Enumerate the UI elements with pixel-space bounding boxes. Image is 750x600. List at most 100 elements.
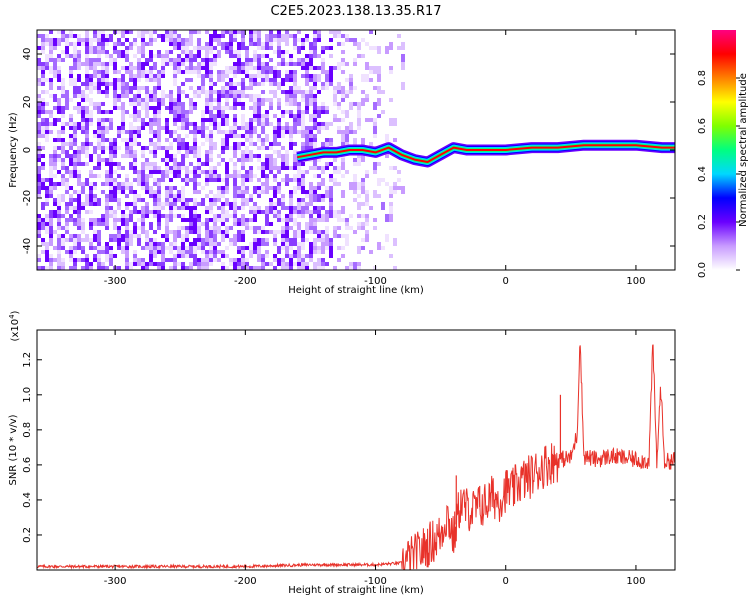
spectrogram-cell bbox=[293, 46, 297, 50]
spectrogram-cell bbox=[333, 170, 337, 174]
spectrogram-cell bbox=[297, 58, 301, 62]
spectrogram-cell bbox=[349, 38, 353, 42]
spectrogram-cell bbox=[313, 266, 317, 270]
spectrogram-cell bbox=[181, 242, 185, 250]
spectrogram-cell bbox=[57, 146, 61, 150]
spectrogram-cell bbox=[177, 150, 181, 154]
spectrogram-cell bbox=[37, 134, 41, 138]
spectrogram-cell bbox=[209, 154, 213, 158]
spectrogram-cell bbox=[297, 214, 301, 218]
snr-frame bbox=[36, 329, 676, 571]
spectrogram-cell bbox=[41, 206, 45, 210]
spectrogram-cell bbox=[45, 54, 49, 62]
spectrogram-cell bbox=[169, 266, 173, 270]
spectrogram-cell bbox=[333, 266, 337, 270]
spectrogram-cell bbox=[305, 110, 309, 114]
spectrogram-cell bbox=[145, 110, 149, 114]
spectrogram-cell bbox=[49, 238, 53, 242]
spectrogram-cell bbox=[221, 94, 225, 98]
spectrogram-cell bbox=[133, 106, 137, 110]
spectrogram-cell bbox=[333, 166, 337, 170]
colorbar-tick-label: 0.4 bbox=[697, 166, 708, 182]
spectrogram-cell bbox=[69, 266, 73, 270]
spectrogram-cell bbox=[173, 62, 177, 66]
spectrogram-cell bbox=[189, 86, 193, 90]
spectrogram-cell bbox=[233, 218, 237, 222]
spectrogram-cell bbox=[297, 90, 301, 94]
spectrogram-cell bbox=[113, 82, 117, 90]
spectrogram-cell bbox=[377, 98, 381, 106]
spectrogram-cell bbox=[53, 162, 57, 166]
spectrogram-cell bbox=[165, 138, 169, 142]
spectrogram-cell bbox=[49, 50, 53, 54]
spectrogram-cell bbox=[149, 194, 153, 198]
spectrogram-cell bbox=[69, 202, 73, 206]
spectrogram-cell bbox=[101, 62, 105, 66]
spectrogram-cell bbox=[325, 246, 329, 250]
spectrogram-cell bbox=[73, 134, 77, 138]
spectrogram-cell bbox=[245, 70, 249, 74]
spectrogram-cell bbox=[49, 46, 53, 50]
spectrogram-cell bbox=[157, 130, 161, 138]
spectrogram-cell bbox=[257, 82, 261, 86]
spectrogram-cell bbox=[49, 114, 53, 118]
spectrogram-cell bbox=[313, 194, 317, 202]
spectrogram-cell bbox=[373, 134, 377, 138]
spectrogram-cell bbox=[165, 106, 169, 110]
spectrogram-cell bbox=[257, 266, 261, 270]
spectrogram-cell bbox=[141, 126, 145, 130]
spectrogram-cell bbox=[309, 94, 313, 98]
spectrogram-cell bbox=[353, 198, 357, 202]
spectrogram-cell bbox=[265, 114, 269, 118]
spectrogram-cell bbox=[193, 66, 197, 70]
spectrogram-cell bbox=[313, 46, 317, 50]
spectrogram-cell bbox=[317, 174, 321, 178]
spectrogram-cell bbox=[73, 170, 77, 178]
spectrogram-cell bbox=[209, 258, 213, 262]
spectrogram-cell bbox=[193, 262, 197, 266]
spectrogram-cell bbox=[289, 218, 293, 222]
spectrogram-cell bbox=[157, 146, 161, 150]
spectrogram-cell bbox=[217, 34, 221, 38]
spectrogram-cell bbox=[125, 82, 129, 90]
spectrogram-cell bbox=[229, 90, 233, 94]
spectrogram-cell bbox=[97, 238, 101, 242]
spectrogram-cell bbox=[65, 166, 69, 170]
spectrogram-cell bbox=[209, 46, 213, 50]
spectrogram-cell bbox=[289, 94, 293, 98]
spectrogram-cell bbox=[169, 58, 173, 62]
spectrogram-cell bbox=[93, 106, 97, 110]
spectrogram-cell bbox=[309, 46, 313, 50]
spectrogram-cell bbox=[373, 190, 377, 198]
spectrogram-cell bbox=[53, 74, 57, 78]
spectrogram-cell bbox=[117, 42, 121, 46]
spectrogram-cell bbox=[173, 122, 177, 126]
spectrogram-cell bbox=[69, 214, 73, 218]
spectrogram-cell bbox=[125, 218, 129, 222]
spectrogram-cell bbox=[81, 258, 85, 262]
spectrogram-cell bbox=[261, 98, 265, 106]
spectrogram-cell bbox=[189, 254, 193, 258]
spectrogram-cell bbox=[321, 262, 325, 266]
spectrogram-cell bbox=[57, 38, 61, 46]
spectrogram-cell bbox=[149, 254, 153, 262]
spectrogram-cell bbox=[341, 110, 345, 114]
spectrogram-cell bbox=[105, 254, 109, 262]
spectrogram-cell bbox=[85, 114, 89, 118]
spectrogram-cell bbox=[149, 66, 153, 70]
spectrogram-cell bbox=[213, 250, 217, 254]
spectrogram-cell bbox=[109, 206, 113, 210]
spectrogram-cell bbox=[313, 66, 317, 70]
spectrogram-cell bbox=[305, 238, 309, 242]
spectrogram-cell bbox=[137, 74, 141, 78]
spectrogram-cell bbox=[285, 122, 289, 126]
spectrogram-cell bbox=[285, 30, 289, 34]
spectrogram-cell bbox=[97, 254, 101, 258]
spectrogram-cell bbox=[209, 118, 213, 122]
spectrogram-cell bbox=[149, 226, 153, 230]
spectrogram-cell bbox=[105, 202, 109, 206]
spectrogram-cell bbox=[197, 182, 201, 186]
spectrogram-cell bbox=[397, 170, 401, 174]
spectrogram-cell bbox=[105, 146, 109, 150]
spectrogram-cell bbox=[353, 38, 357, 42]
